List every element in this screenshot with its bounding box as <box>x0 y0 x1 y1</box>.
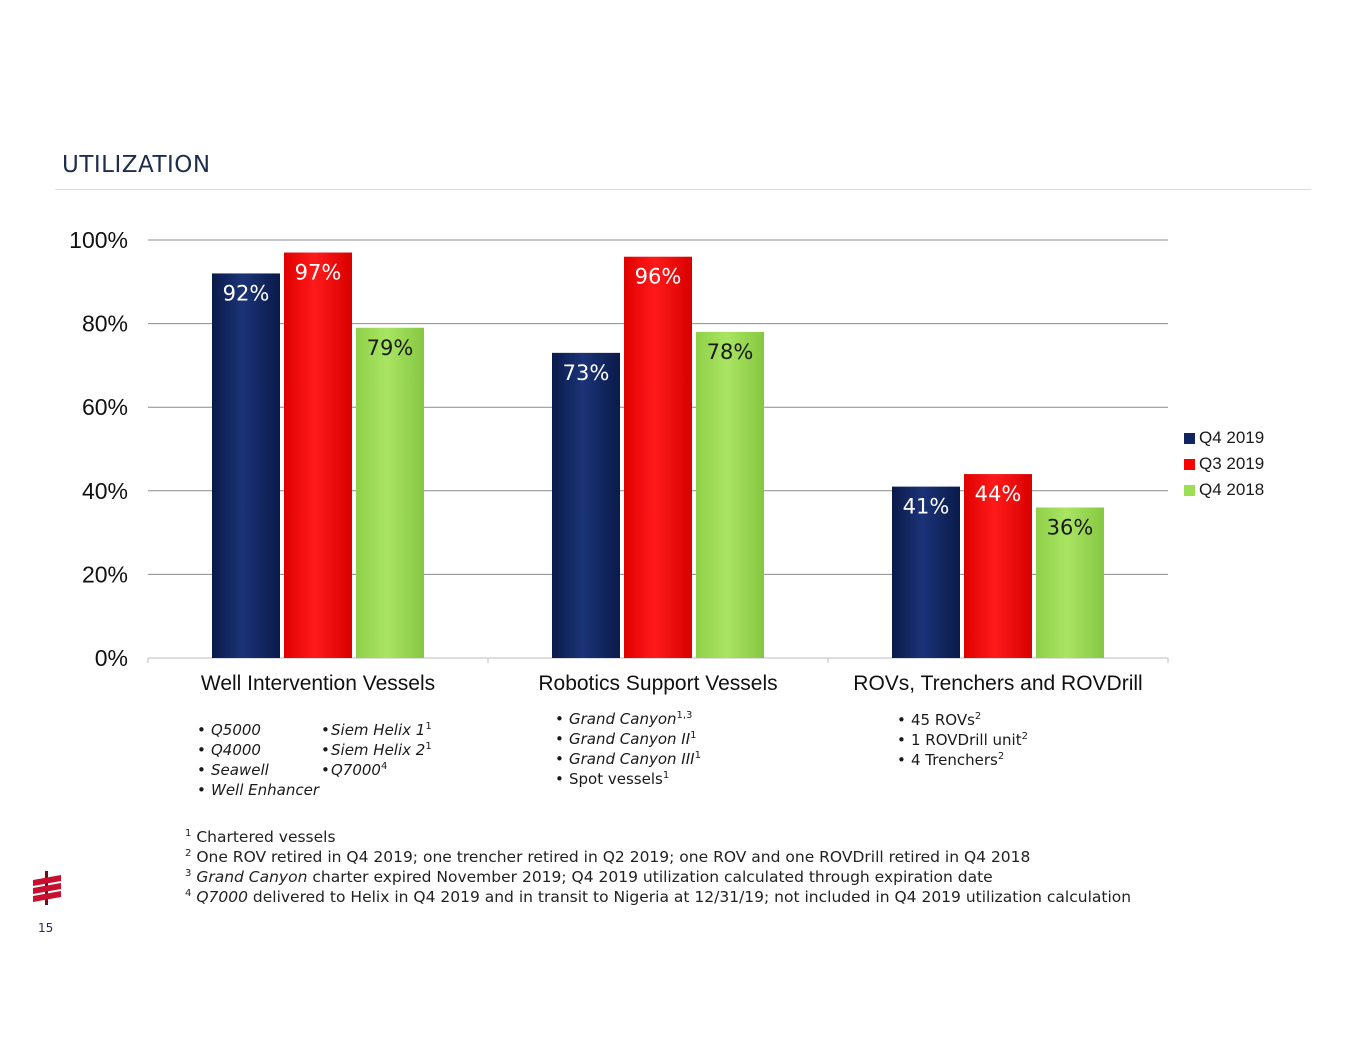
list-item: Q70004 <box>321 760 432 780</box>
data-label: 96% <box>635 265 682 289</box>
chart-legend: Q4 2019 Q3 2019 Q4 2018 <box>1184 425 1264 503</box>
list-item: Spot vessels1 <box>555 769 701 789</box>
data-label: 36% <box>1047 516 1094 540</box>
bar-q4-2019 <box>212 273 280 658</box>
y-tick-label: 60% <box>82 394 128 420</box>
data-label: 79% <box>367 336 414 360</box>
bar-q4-2019 <box>892 486 960 658</box>
legend-item-q4-2019: Q4 2019 <box>1184 425 1264 451</box>
list-item: Seawell <box>197 760 319 780</box>
list-item: 4 Trenchers2 <box>897 750 1028 770</box>
y-tick-label: 0% <box>95 645 128 671</box>
footnote-4: 4 Q7000 delivered to Helix in Q4 2019 an… <box>185 887 1132 906</box>
bar-q4-2018 <box>356 327 424 658</box>
footnote-3: 3 Grand Canyon charter expired November … <box>185 867 993 886</box>
data-label: 92% <box>223 281 270 305</box>
list-item: Siem Helix 11 <box>321 720 432 740</box>
data-label: 44% <box>975 482 1022 506</box>
list-item: Grand Canyon III1 <box>555 749 701 769</box>
title-divider <box>55 189 1311 190</box>
page-title: UTILIZATION <box>62 152 211 178</box>
well-vessels-list-1: Q5000 Q4000 Seawell Well Enhancer <box>197 720 319 800</box>
list-item: Well Enhancer <box>197 780 319 800</box>
list-item: 45 ROVs2 <box>897 710 1028 730</box>
y-tick-label: 20% <box>82 561 128 587</box>
list-item: 1 ROVDrill unit2 <box>897 730 1028 750</box>
x-category-label: ROVs, Trenchers and ROVDrill <box>853 672 1143 695</box>
y-tick-label: 40% <box>82 478 128 504</box>
y-tick-label: 80% <box>82 311 128 337</box>
data-label: 73% <box>563 361 610 385</box>
bar-q3-2019 <box>284 252 352 659</box>
well-vessels-list-2: Siem Helix 11 Siem Helix 21 Q70004 <box>321 720 432 780</box>
x-category-label: Well Intervention Vessels <box>200 672 436 695</box>
footnote-2: 2 One ROV retired in Q4 2019; one trench… <box>185 847 1031 866</box>
list-item: Grand Canyon II1 <box>555 729 701 749</box>
legend-swatch-q4-2018 <box>1184 484 1195 496</box>
footnotes: 1 Chartered vessels 2 One ROV retired in… <box>185 827 1131 907</box>
data-label: 41% <box>903 495 950 519</box>
utilization-bar-chart: 0% 20% 40% 60% 80% 100% 92% 97% 79% 73% 96% 78% 41%… <box>69 227 1169 671</box>
data-label: 78% <box>707 340 754 364</box>
list-item: Grand Canyon1,3 <box>555 709 701 729</box>
x-category-label: Robotics Support Vessels <box>538 672 778 695</box>
robotics-vessels-list: Grand Canyon1,3 Grand Canyon II1 Grand C… <box>555 709 701 789</box>
legend-label: Q3 2019 <box>1199 454 1265 473</box>
helix-logo-icon <box>33 871 61 905</box>
page-number: 15 <box>38 921 54 935</box>
legend-item-q3-2019: Q3 2019 <box>1184 451 1264 477</box>
legend-swatch-q3-2019 <box>1184 458 1195 470</box>
data-label: 97% <box>295 261 342 285</box>
list-item: Q4000 <box>197 740 319 760</box>
list-item: Q5000 <box>197 720 319 740</box>
y-tick-label: 100% <box>69 227 128 253</box>
bar-q4-2019 <box>552 352 620 658</box>
footnote-1: 1 Chartered vessels <box>185 827 336 846</box>
legend-label: Q4 2019 <box>1199 428 1265 447</box>
bar-q4-2018 <box>1036 507 1104 658</box>
legend-item-q4-2018: Q4 2018 <box>1184 477 1264 503</box>
list-item: Siem Helix 21 <box>321 740 432 760</box>
bar-q4-2018 <box>696 331 764 658</box>
bar-q3-2019 <box>624 256 692 658</box>
rovs-list: 45 ROVs2 1 ROVDrill unit2 4 Trenchers2 <box>897 710 1028 770</box>
legend-swatch-q4-2019 <box>1184 432 1195 444</box>
legend-label: Q4 2018 <box>1199 480 1265 499</box>
bar-q3-2019 <box>964 474 1032 658</box>
